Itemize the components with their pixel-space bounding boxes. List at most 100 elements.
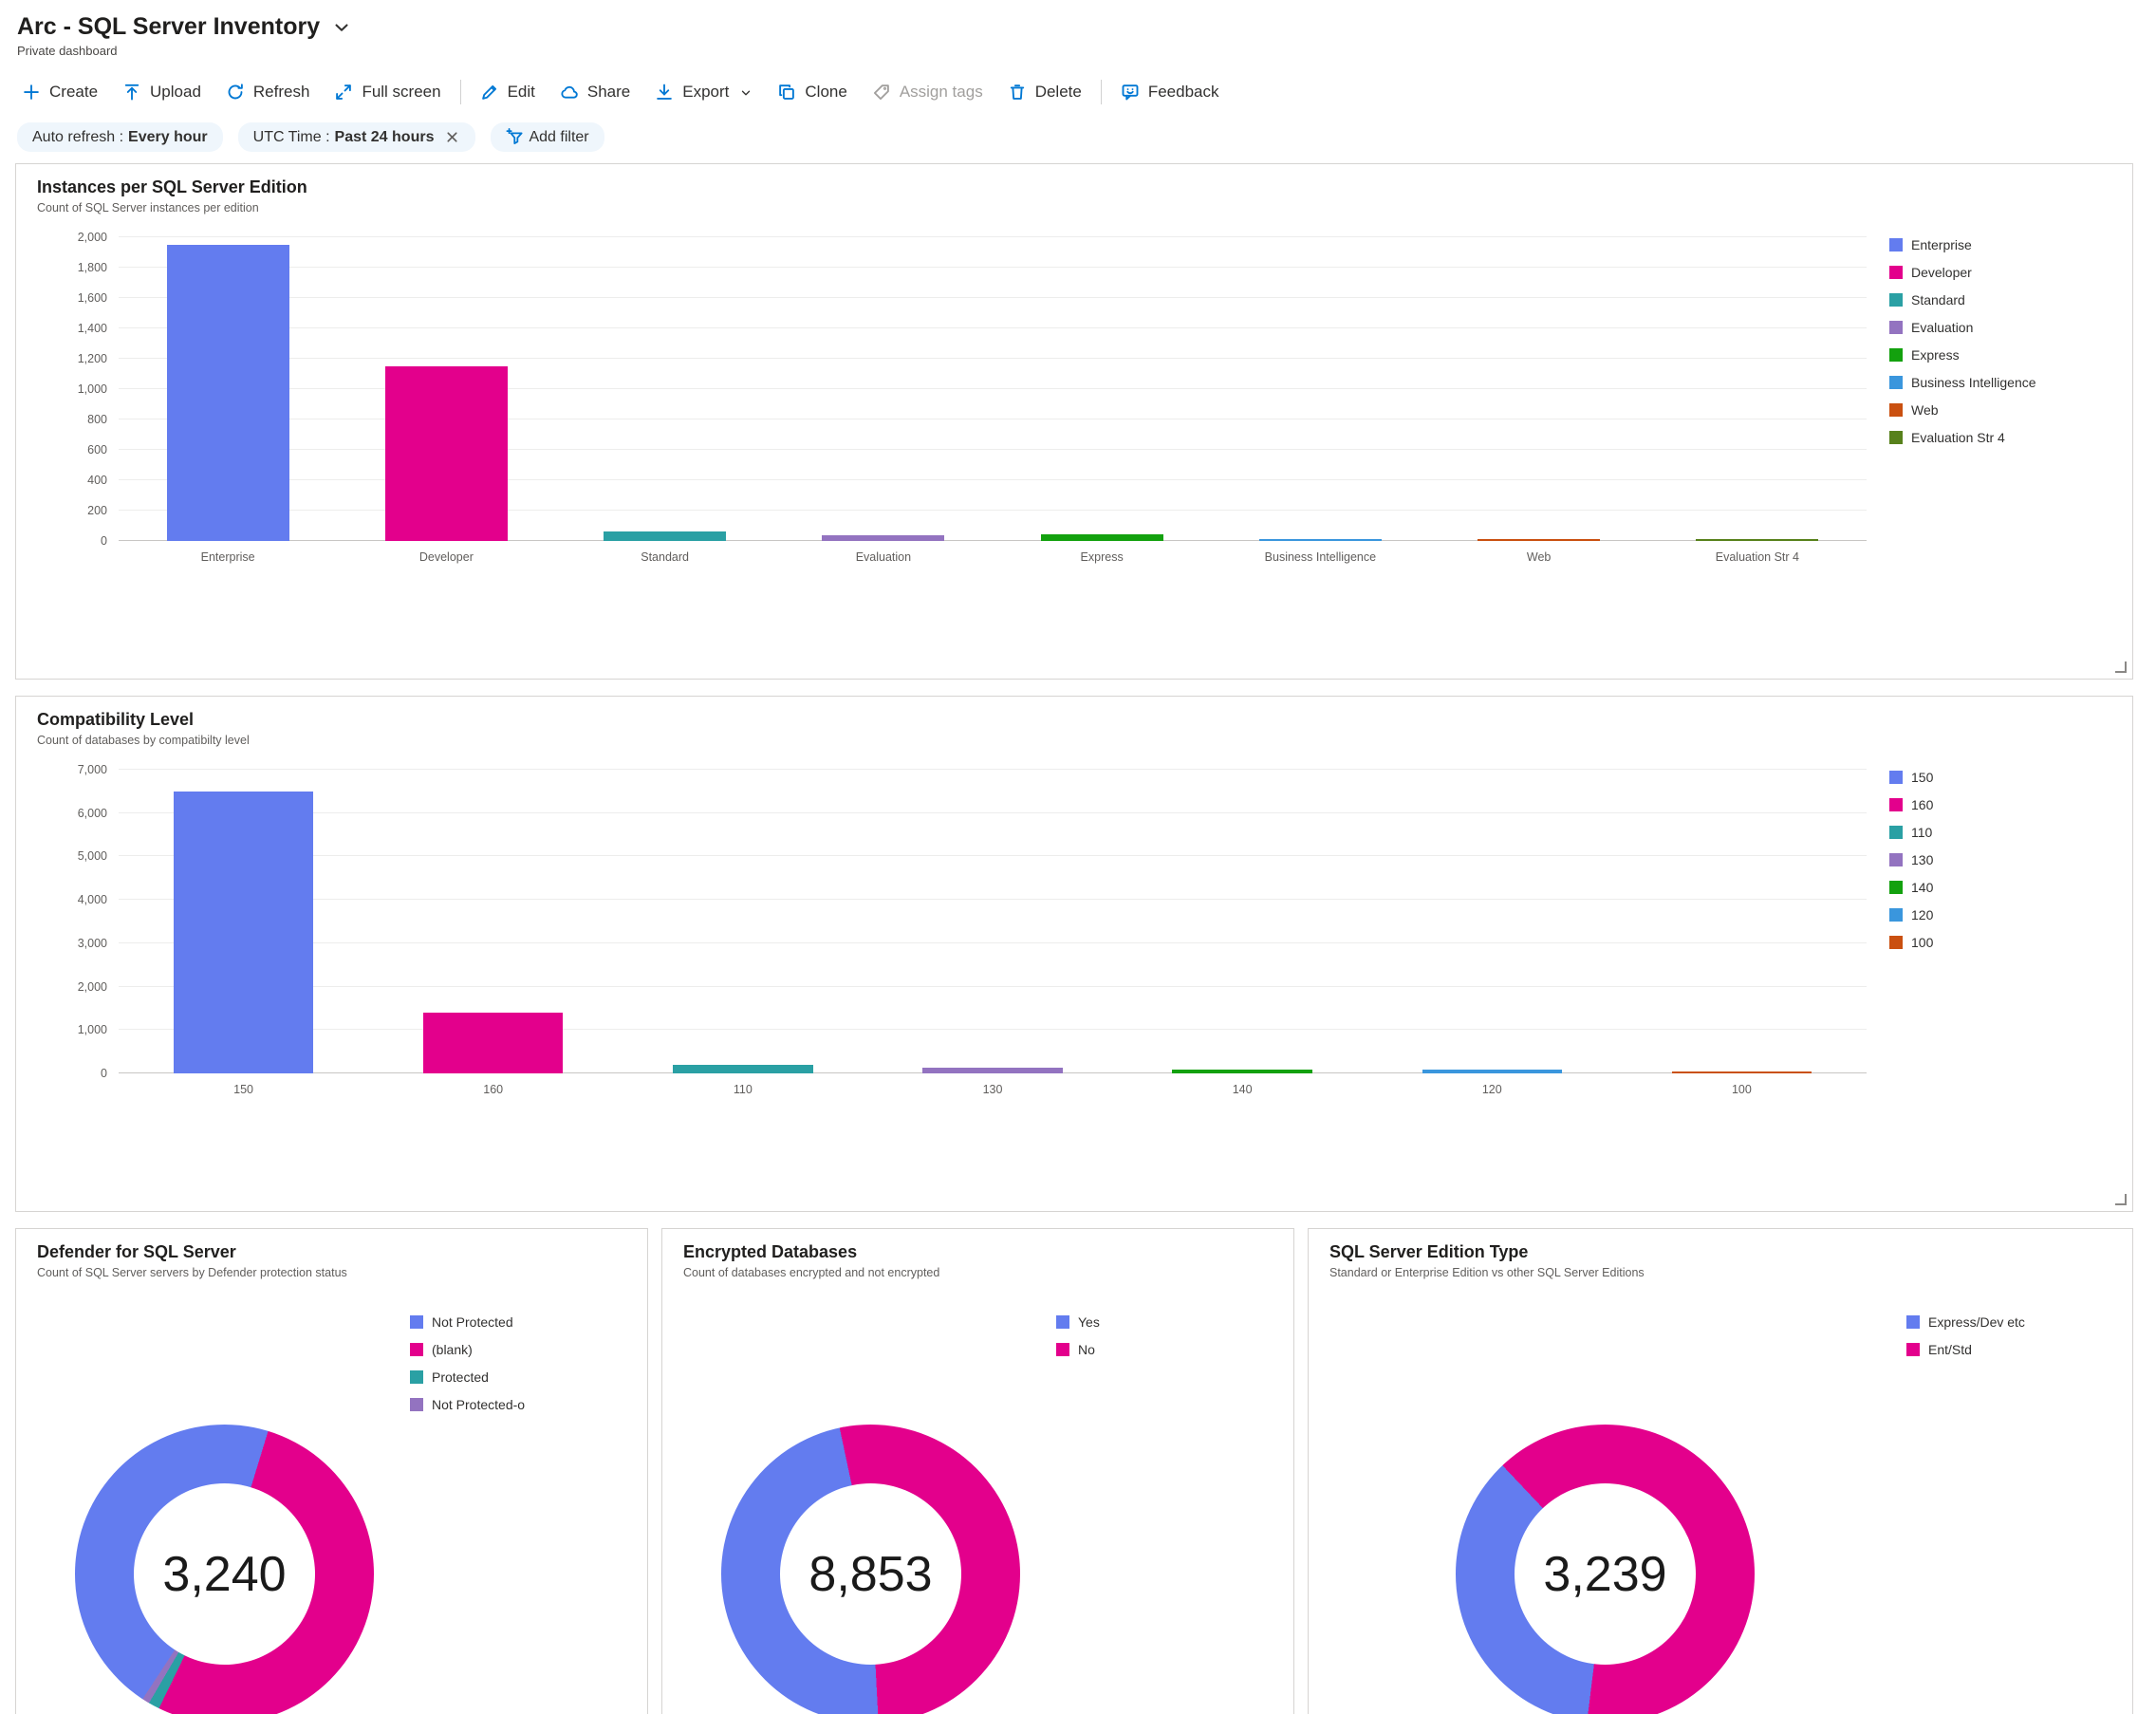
auto-refresh-label: Auto refresh : [32,128,124,145]
y-axis-label: 200 [87,504,107,517]
gridline [119,941,1867,943]
fullscreen-icon [334,83,353,102]
legend-item[interactable]: Protected [410,1369,525,1385]
legend-swatch [1906,1343,1920,1356]
x-axis-label: Enterprise [200,550,255,564]
legend-item[interactable]: 150 [1889,770,2110,785]
plus-icon [22,83,41,102]
legend-item[interactable]: 100 [1889,935,2110,950]
page-title: Arc - SQL Server Inventory [17,13,321,40]
bar-Express [1040,533,1163,541]
legend-item[interactable]: Evaluation [1889,320,2110,335]
bar-slot [1430,237,1648,541]
assign-tags-button[interactable]: Assign tags [860,73,995,111]
legend-label: Not Protected [432,1314,513,1330]
legend-label: Express [1911,347,1960,363]
x-axis-label: 140 [1232,1083,1253,1096]
x-axis-label: 150 [233,1083,253,1096]
export-button[interactable]: Export [642,73,765,111]
legend-item[interactable]: Business Intelligence [1889,375,2110,390]
add-filter-button[interactable]: Add filter [491,122,604,152]
resize-handle-icon[interactable] [2115,1194,2127,1205]
legend-item[interactable]: Standard [1889,292,2110,307]
utc-time-filter-pill[interactable]: UTC Time : Past 24 hours [237,122,476,152]
legend-item[interactable]: Not Protected-o [410,1397,525,1412]
legend-item[interactable]: Express [1889,347,2110,363]
y-axis-label: 1,000 [77,382,107,396]
plot: 0 1,000 2,000 3,000 4,000 5,000 6,000 7,000 [78,763,1867,1080]
tile-encrypted-databases: Encrypted Databases Count of databases e… [661,1228,1294,1714]
close-icon[interactable] [444,129,460,145]
bar-slot [119,770,368,1073]
bar-slot [774,237,993,541]
tile-subtitle: Count of databases by compatibilty level [37,734,250,747]
edit-button[interactable]: Edit [468,73,548,111]
legend-swatch [410,1398,423,1411]
legend-swatch [1889,403,1903,417]
gridline [119,510,1867,511]
refresh-icon [226,83,245,102]
legend-label: Evaluation Str 4 [1911,430,2005,445]
auto-refresh-filter-pill[interactable]: Auto refresh : Every hour [17,122,223,152]
x-axis-label: Developer [418,550,474,564]
legend-item[interactable]: Express/Dev etc [1906,1314,2025,1330]
legend-item[interactable]: 120 [1889,907,2110,922]
legend-item[interactable]: Yes [1056,1314,1100,1330]
legend-item[interactable]: Enterprise [1889,237,2110,252]
tile-compatibility-level: Compatibility Level Count of databases b… [15,696,2133,1212]
legend-item[interactable]: 160 [1889,797,2110,812]
y-axis-label: 0 [101,534,107,548]
gridline [119,327,1867,328]
legend-item[interactable]: 110 [1889,825,2110,840]
tile-subtitle: Count of databases encrypted and not enc… [683,1266,940,1279]
dashboard-selector-chevron-icon[interactable] [331,17,352,38]
legend-item[interactable]: (blank) [410,1342,525,1357]
legend-swatch [1056,1315,1069,1329]
refresh-button[interactable]: Refresh [214,73,323,111]
legend-item[interactable]: 130 [1889,852,2110,867]
chevron-down-icon [739,85,753,99]
legend-item[interactable]: Not Protected [410,1314,525,1330]
bars [119,770,1867,1073]
donut-total-value: 3,240 [162,1546,287,1602]
legend-item[interactable]: Ent/Std [1906,1342,2025,1357]
clone-button[interactable]: Clone [765,73,859,111]
create-button[interactable]: Create [9,73,110,111]
legend-item[interactable]: Evaluation Str 4 [1889,430,2110,445]
upload-button[interactable]: Upload [110,73,214,111]
x-axis-label: Business Intelligence [1264,550,1377,564]
legend-swatch [1889,321,1903,334]
legend-item[interactable]: No [1056,1342,1100,1357]
feedback-button[interactable]: Feedback [1108,73,1232,111]
x-axis-label: Standard [641,550,689,564]
chart-legend: Not Protected (blank) Protected Not Protect… [410,1314,525,1425]
assign-tags-label: Assign tags [899,83,983,101]
legend-label: Ent/Std [1928,1342,1972,1357]
tile-subtitle: Count of SQL Server servers by Defender … [37,1266,347,1279]
gridline [119,855,1867,857]
bar-130 [922,1068,1063,1073]
bar-slot [1617,770,1867,1073]
legend-swatch [1889,771,1903,784]
x-axis-label: Web [1526,550,1552,564]
compatibility-bar-chart: 0 1,000 2,000 3,000 4,000 5,000 6,000 7,000 150 1… [37,763,2110,1096]
bar-slot [556,237,774,541]
legend-label: 110 [1911,825,1933,840]
chart-legend: Express/Dev etc Ent/Std [1906,1314,2025,1369]
legend-item[interactable]: Web [1889,402,2110,418]
legend-item[interactable]: 140 [1889,880,2110,895]
gridline [119,267,1867,268]
delete-button[interactable]: Delete [995,73,1094,111]
share-button[interactable]: Share [548,73,642,111]
tag-icon [872,83,891,102]
export-icon [655,83,674,102]
fullscreen-button[interactable]: Full screen [322,73,453,111]
filter-bar: Auto refresh : Every hour UTC Time : Pas… [17,122,2156,152]
tile-title: Defender for SQL Server [37,1242,236,1261]
dashboard-type-label: Private dashboard [17,44,118,58]
legend-swatch [1889,376,1903,389]
y-axis-label: 4,000 [77,893,107,907]
legend-item[interactable]: Developer [1889,265,2110,280]
legend-swatch [1889,908,1903,922]
resize-handle-icon[interactable] [2115,661,2127,673]
